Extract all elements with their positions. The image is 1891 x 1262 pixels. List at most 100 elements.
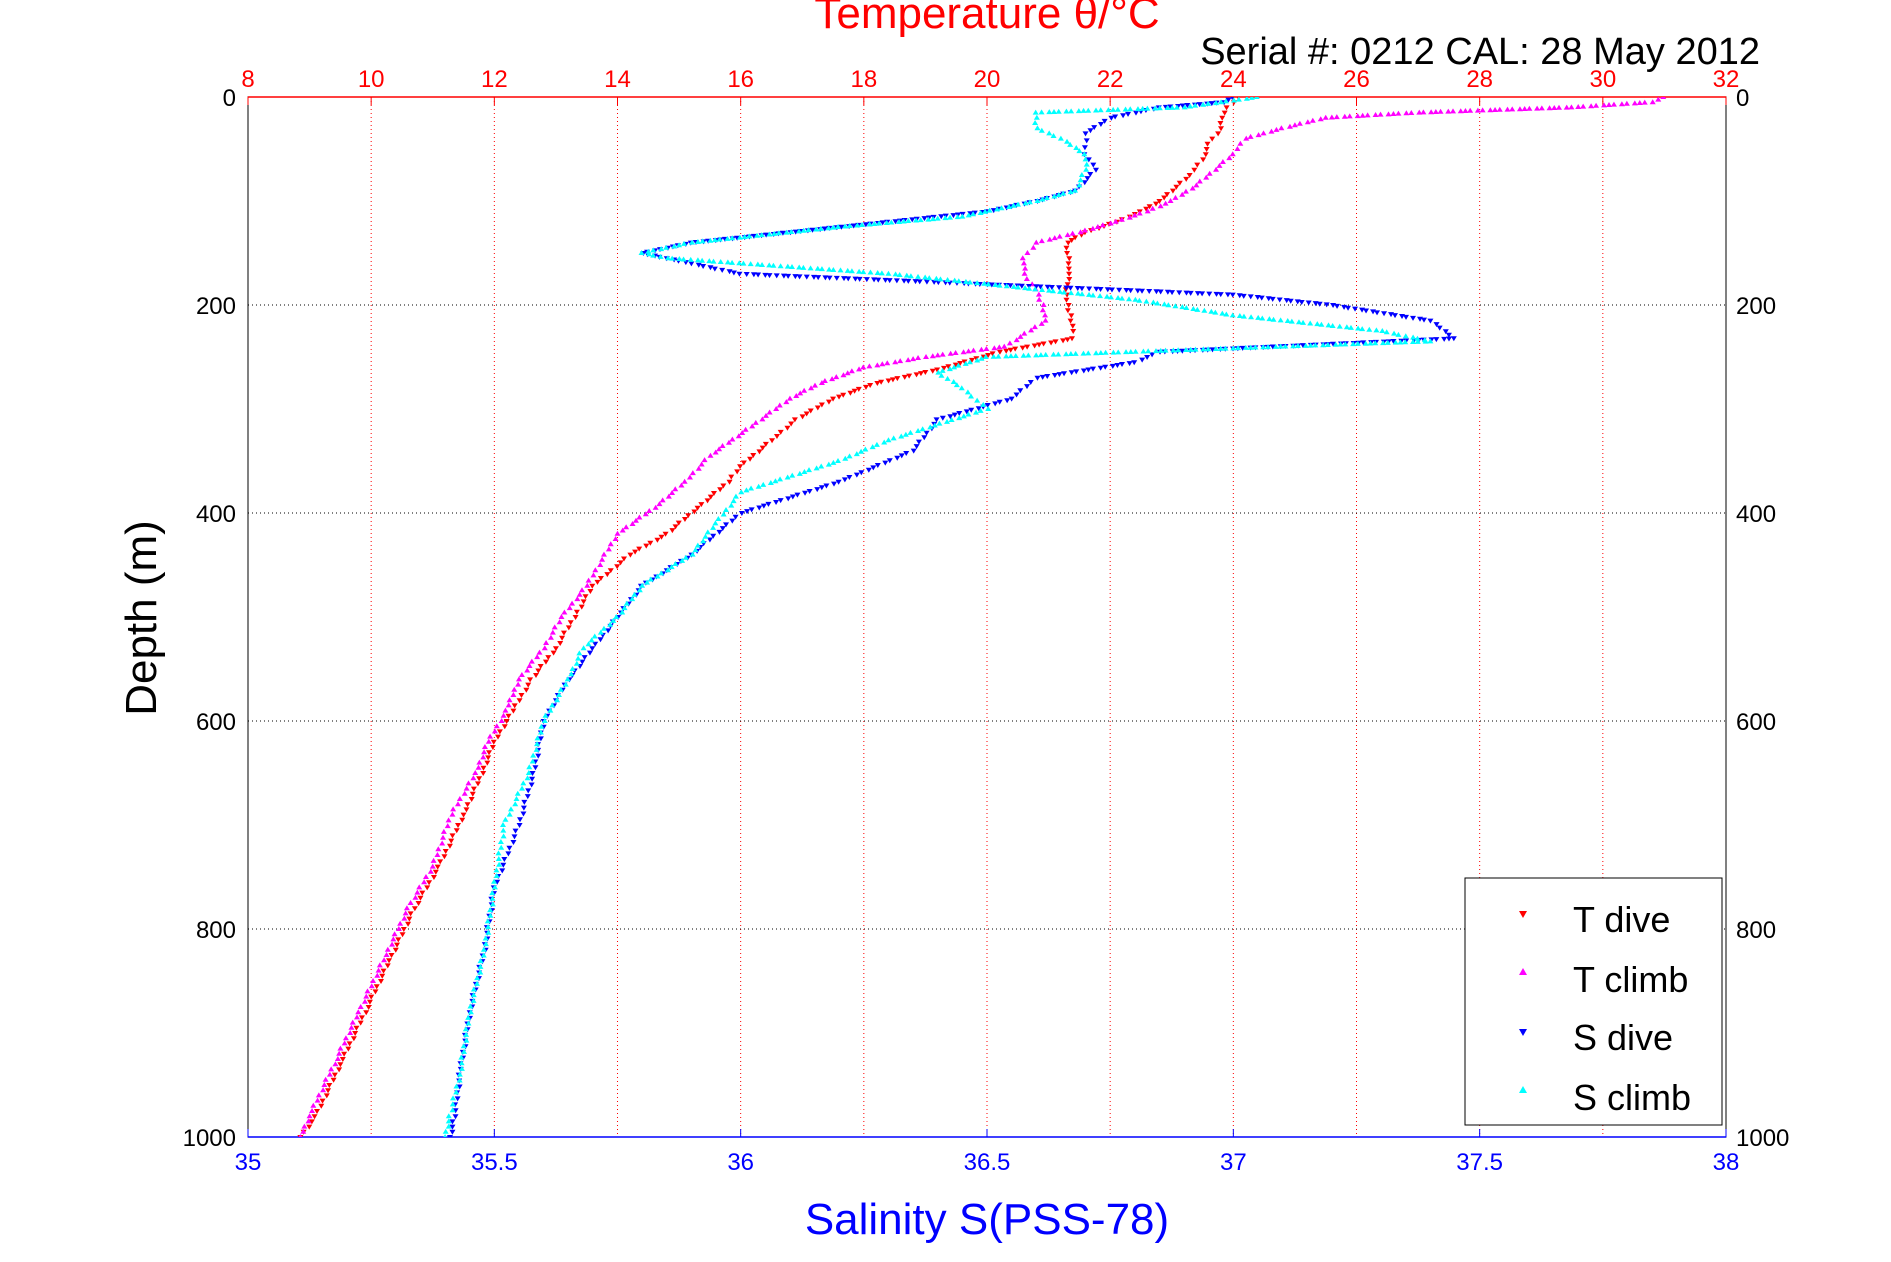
- data-point: [1314, 321, 1321, 327]
- data-point: [915, 273, 922, 279]
- data-point: [1381, 311, 1388, 317]
- data-point: [892, 271, 899, 277]
- data-point: [1110, 106, 1117, 112]
- data-point: [704, 529, 711, 535]
- data-point: [1035, 291, 1042, 297]
- data-point: [1134, 106, 1141, 112]
- data-point: [1291, 122, 1298, 128]
- data-point: [773, 499, 780, 505]
- data-point: [510, 708, 517, 714]
- data-point: [465, 1020, 472, 1026]
- data-point: [450, 1095, 457, 1101]
- data-point: [881, 439, 888, 445]
- data-point: [806, 467, 813, 473]
- data-point: [944, 375, 951, 381]
- data-point: [1126, 361, 1133, 367]
- data-point: [319, 1098, 326, 1104]
- data-point: [645, 251, 652, 257]
- data-point: [793, 393, 800, 398]
- data-point: [931, 422, 938, 428]
- data-point: [388, 953, 395, 958]
- data-point: [427, 868, 434, 874]
- data-point: [788, 421, 795, 427]
- data-point: [331, 1072, 338, 1078]
- data-point: [512, 828, 519, 834]
- data-point: [884, 360, 891, 366]
- data-point: [1064, 337, 1071, 343]
- data-point: [951, 412, 958, 418]
- data-point: [913, 217, 920, 223]
- data-point: [701, 457, 708, 463]
- data-point: [1066, 277, 1073, 282]
- data-point: [1015, 201, 1022, 207]
- data-point: [833, 275, 840, 281]
- data-point: [559, 635, 566, 641]
- data-point: [613, 614, 620, 619]
- data-point: [346, 1041, 353, 1047]
- data-point: [1580, 103, 1587, 109]
- data-point: [604, 572, 611, 578]
- data-point: [851, 388, 858, 394]
- data-point: [1384, 339, 1391, 345]
- data-point: [619, 609, 626, 615]
- data-point: [1445, 108, 1452, 114]
- data-point: [495, 856, 502, 862]
- data-point: [480, 946, 487, 952]
- data-point: [424, 885, 431, 891]
- data-point: [1069, 336, 1076, 342]
- data-point: [948, 417, 955, 423]
- data-point: [1077, 177, 1084, 183]
- data-point: [1474, 107, 1481, 113]
- data-point: [980, 401, 987, 407]
- data-point: [1298, 299, 1305, 305]
- data-point: [1082, 131, 1089, 137]
- data-point: [1196, 102, 1203, 108]
- data-point: [1028, 327, 1035, 333]
- data-point: [947, 414, 954, 420]
- data-point: [510, 840, 517, 846]
- tick-label-temperature: 20: [974, 66, 1001, 93]
- data-point: [336, 1067, 343, 1073]
- data-point: [1194, 306, 1201, 312]
- data-point: [592, 567, 599, 573]
- data-point: [1091, 125, 1098, 131]
- data-point: [738, 489, 745, 495]
- data-point: [1410, 315, 1417, 321]
- data-point: [1206, 291, 1213, 297]
- data-point: [676, 242, 683, 248]
- data-point: [1332, 341, 1339, 347]
- data-point: [1575, 104, 1582, 109]
- data-point: [636, 587, 643, 593]
- data-point: [1157, 289, 1164, 295]
- data-point: [836, 394, 843, 400]
- data-point: [959, 213, 966, 219]
- data-point: [925, 216, 932, 222]
- data-point: [1019, 345, 1026, 351]
- data-point: [1183, 176, 1190, 182]
- data-point: [1428, 337, 1435, 343]
- data-point: [322, 1076, 329, 1082]
- data-point: [744, 509, 751, 515]
- data-point: [871, 221, 878, 227]
- data-point: [1410, 334, 1417, 340]
- data-point: [921, 435, 928, 441]
- data-point: [791, 417, 798, 423]
- data-point: [878, 270, 885, 276]
- data-point: [1123, 288, 1130, 294]
- data-point: [1056, 372, 1063, 378]
- data-point: [1109, 363, 1116, 369]
- data-point: [1414, 335, 1421, 341]
- data-point: [521, 799, 528, 805]
- data-point: [1467, 107, 1474, 113]
- data-point: [760, 481, 767, 487]
- data-point: [507, 806, 514, 812]
- data-point: [801, 469, 808, 475]
- data-point: [780, 273, 787, 279]
- data-point: [541, 718, 548, 723]
- data-point: [599, 556, 606, 562]
- data-point: [862, 446, 869, 452]
- data-point: [1380, 340, 1387, 346]
- data-point: [533, 746, 540, 752]
- data-point: [440, 828, 447, 834]
- tick-label-depth-right: 400: [1736, 501, 1776, 528]
